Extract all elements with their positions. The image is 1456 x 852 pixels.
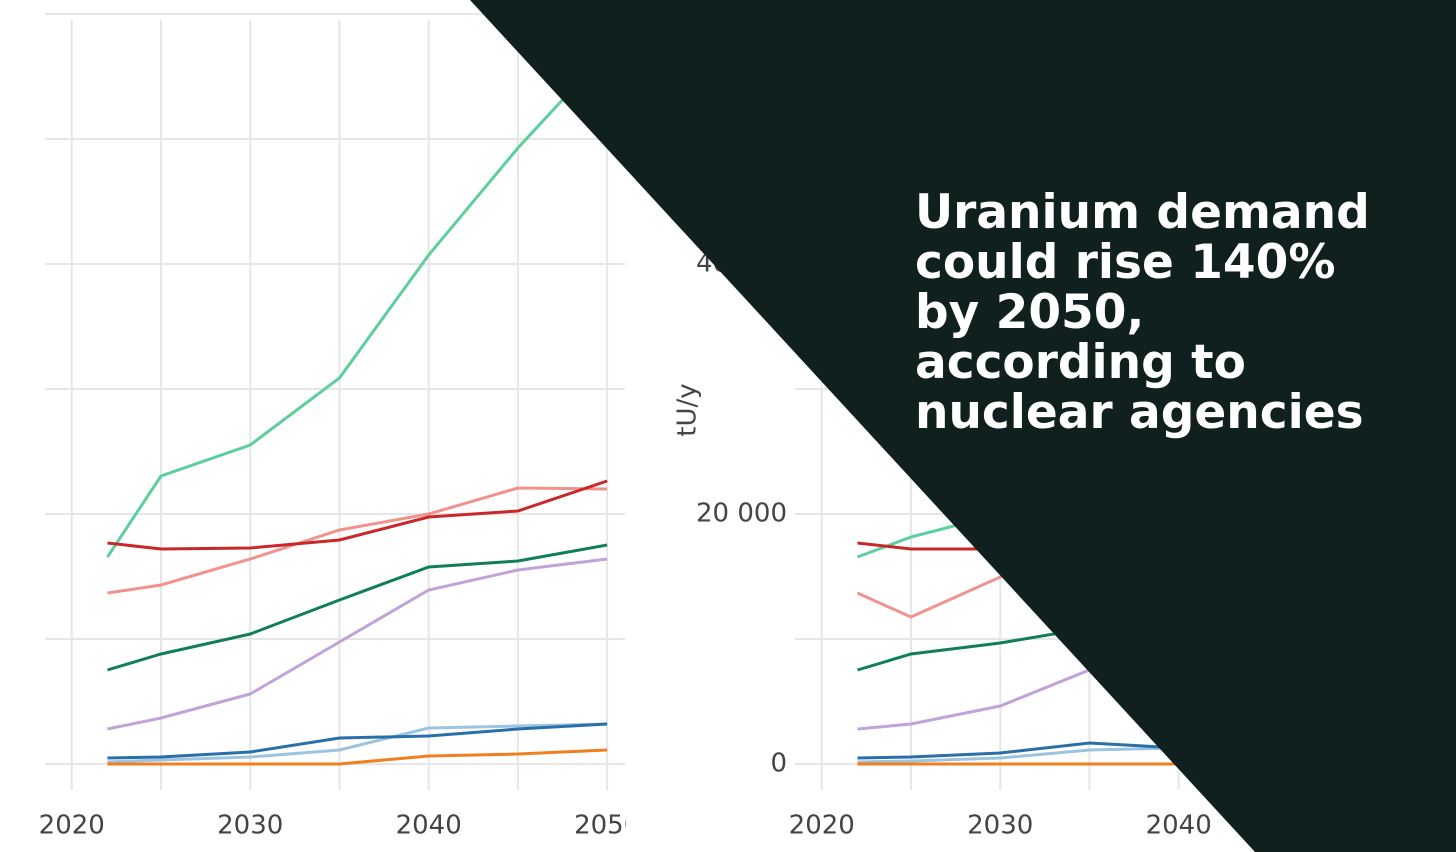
banner xyxy=(470,0,1456,852)
series-line xyxy=(107,722,608,764)
x-tick-label: 2020 xyxy=(789,811,855,841)
series-line xyxy=(107,486,608,595)
x-tick-label: 2030 xyxy=(967,811,1033,841)
x-tick-label: 2030 xyxy=(217,811,283,841)
series-line xyxy=(106,50,609,558)
x-tick-label: 2020 xyxy=(39,811,105,841)
y-axis-label: tU/y xyxy=(673,383,703,436)
headline-line: by 2050, xyxy=(915,285,1144,340)
y-tick-label: 0 xyxy=(770,749,787,779)
series-line xyxy=(107,479,608,551)
x-tick-label: 2040 xyxy=(1146,811,1212,841)
series-line xyxy=(107,748,608,766)
headline-line: could rise 140% xyxy=(915,235,1335,290)
y-tick-label: 20 000 xyxy=(696,499,787,529)
headline-line: according to xyxy=(915,335,1246,390)
series-line xyxy=(107,543,608,672)
left-chart: 2020 2030 2040 2050 xyxy=(39,13,640,841)
series-line xyxy=(107,557,608,731)
headline-line: Uranium demand xyxy=(915,185,1370,240)
x-tick-label: 2050 xyxy=(574,811,640,841)
series-line xyxy=(107,722,608,760)
headline-line: nuclear agencies xyxy=(915,385,1364,440)
x-tick-label: 2040 xyxy=(396,811,462,841)
